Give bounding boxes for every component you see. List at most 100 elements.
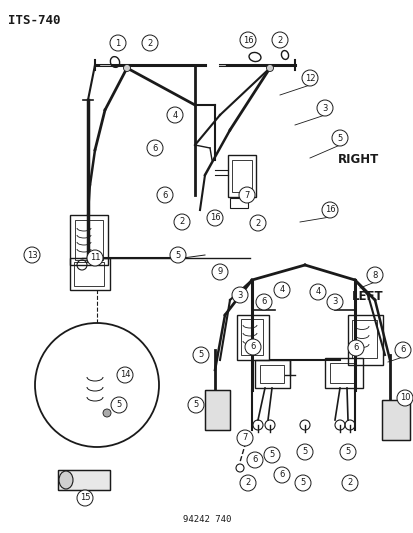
Circle shape xyxy=(273,467,289,483)
Circle shape xyxy=(301,70,317,86)
Bar xyxy=(381,400,409,440)
Text: 5: 5 xyxy=(198,351,203,359)
Circle shape xyxy=(147,140,163,156)
Text: 5: 5 xyxy=(301,448,307,456)
Text: 3: 3 xyxy=(237,290,242,300)
Text: 1: 1 xyxy=(115,38,120,47)
Text: 6: 6 xyxy=(352,343,358,352)
Text: 3: 3 xyxy=(332,297,337,306)
Bar xyxy=(347,315,382,365)
Text: 2: 2 xyxy=(347,479,352,488)
Circle shape xyxy=(238,187,254,203)
Text: 9: 9 xyxy=(217,268,222,277)
Circle shape xyxy=(211,264,228,280)
Text: 5: 5 xyxy=(175,251,180,260)
Bar xyxy=(231,160,252,192)
Circle shape xyxy=(294,475,310,491)
Circle shape xyxy=(273,282,289,298)
Text: 6: 6 xyxy=(250,343,255,351)
Text: 5: 5 xyxy=(337,133,342,142)
Bar xyxy=(70,258,110,290)
Text: 16: 16 xyxy=(242,36,253,44)
Bar xyxy=(228,155,255,197)
Text: ITS-740: ITS-740 xyxy=(8,14,60,27)
Circle shape xyxy=(157,187,173,203)
Text: 8: 8 xyxy=(371,271,377,279)
Bar xyxy=(75,220,103,260)
Text: 5: 5 xyxy=(344,448,350,456)
Circle shape xyxy=(231,287,247,303)
Circle shape xyxy=(166,107,183,123)
Text: 11: 11 xyxy=(90,254,100,262)
Text: 6: 6 xyxy=(279,471,284,480)
Bar xyxy=(381,400,409,440)
Text: 3: 3 xyxy=(322,103,327,112)
Circle shape xyxy=(366,267,382,283)
Text: 6: 6 xyxy=(152,143,157,152)
Circle shape xyxy=(110,35,126,51)
Circle shape xyxy=(247,452,262,468)
Text: LEFT: LEFT xyxy=(351,290,383,303)
Circle shape xyxy=(206,210,223,226)
Text: 6: 6 xyxy=(162,190,167,199)
Circle shape xyxy=(35,323,159,447)
Circle shape xyxy=(240,475,255,491)
Bar xyxy=(240,319,262,355)
Circle shape xyxy=(142,35,158,51)
Text: 6: 6 xyxy=(399,345,405,354)
Circle shape xyxy=(111,397,127,413)
Text: 7: 7 xyxy=(242,433,247,442)
Bar xyxy=(58,470,110,490)
Circle shape xyxy=(309,284,325,300)
Circle shape xyxy=(236,430,252,446)
Circle shape xyxy=(296,444,312,460)
Text: 15: 15 xyxy=(80,494,90,503)
Circle shape xyxy=(123,64,130,71)
Text: 10: 10 xyxy=(399,393,409,402)
Text: 7: 7 xyxy=(244,190,249,199)
Circle shape xyxy=(103,409,111,417)
Text: 2: 2 xyxy=(245,479,250,488)
Bar xyxy=(79,363,117,403)
Circle shape xyxy=(271,32,287,48)
Circle shape xyxy=(326,294,342,310)
Circle shape xyxy=(170,247,185,263)
Bar xyxy=(351,320,376,358)
Circle shape xyxy=(77,490,93,506)
Text: 5: 5 xyxy=(269,450,274,459)
Circle shape xyxy=(394,342,410,358)
Circle shape xyxy=(316,100,332,116)
Circle shape xyxy=(347,340,363,356)
Text: 2: 2 xyxy=(277,36,282,44)
Text: 2: 2 xyxy=(255,219,260,228)
Bar xyxy=(204,390,230,430)
Bar xyxy=(236,315,268,360)
Text: 6: 6 xyxy=(252,456,257,464)
Bar xyxy=(324,358,362,388)
Bar xyxy=(74,262,104,286)
Circle shape xyxy=(341,475,357,491)
Text: 2: 2 xyxy=(179,217,184,227)
Text: 2: 2 xyxy=(147,38,152,47)
Bar xyxy=(58,470,110,490)
Text: 4: 4 xyxy=(315,287,320,296)
Circle shape xyxy=(331,130,347,146)
Circle shape xyxy=(321,202,337,218)
Circle shape xyxy=(173,214,190,230)
Bar xyxy=(254,360,289,388)
Circle shape xyxy=(249,215,266,231)
Circle shape xyxy=(87,250,103,266)
Text: 94242 740: 94242 740 xyxy=(183,515,230,524)
Bar xyxy=(329,363,355,383)
Bar xyxy=(230,198,247,208)
Circle shape xyxy=(263,447,279,463)
Text: 5: 5 xyxy=(193,400,198,409)
Text: 4: 4 xyxy=(172,110,177,119)
Circle shape xyxy=(24,247,40,263)
Circle shape xyxy=(192,347,209,363)
Text: 4: 4 xyxy=(279,286,284,295)
Text: 16: 16 xyxy=(209,214,220,222)
Text: 12: 12 xyxy=(304,74,314,83)
Bar xyxy=(259,365,283,383)
Bar xyxy=(83,367,111,397)
